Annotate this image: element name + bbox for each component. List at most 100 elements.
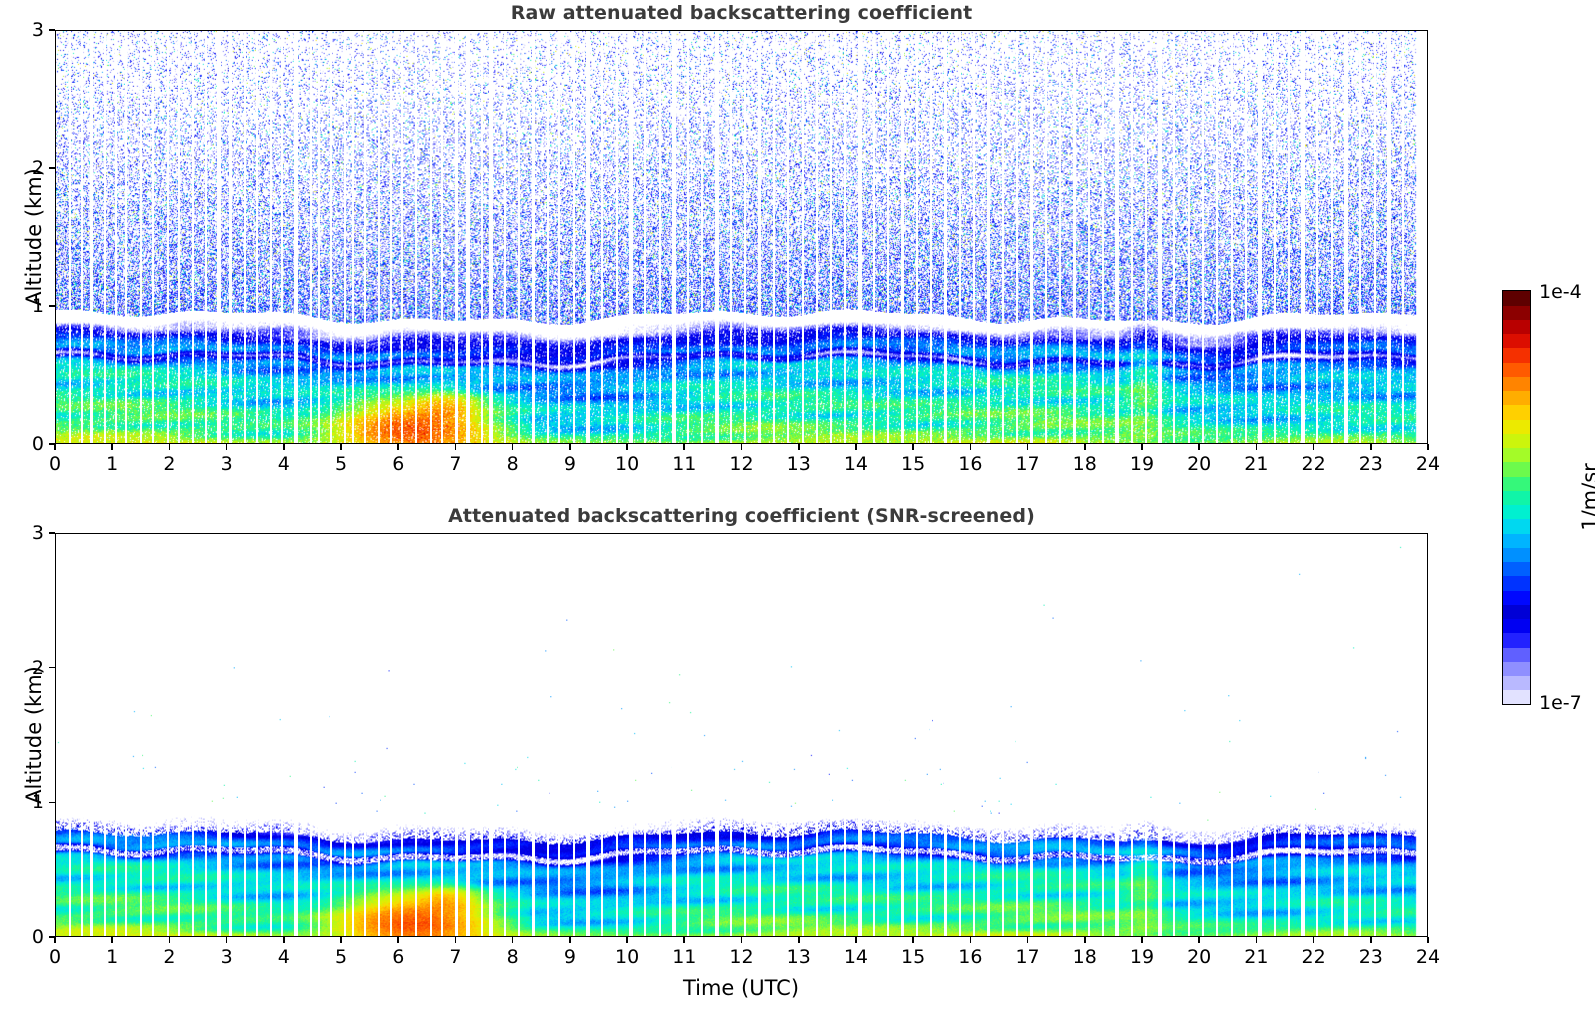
xtick-mark bbox=[1198, 937, 1200, 943]
data-gap-column bbox=[454, 31, 459, 443]
xtick-label: 1 bbox=[106, 946, 119, 968]
data-gap-column bbox=[531, 31, 536, 443]
colorbar-band bbox=[1503, 433, 1530, 449]
data-gap-column bbox=[915, 31, 918, 443]
xlabel-time: Time (UTC) bbox=[682, 976, 800, 1000]
data-gap-column bbox=[701, 31, 704, 443]
data-gap-column bbox=[1187, 31, 1190, 443]
data-gap-column bbox=[1202, 534, 1205, 936]
xtick-label: 22 bbox=[1301, 946, 1326, 968]
ytick-mark bbox=[49, 29, 55, 31]
xtick-mark bbox=[1026, 444, 1029, 450]
xtick-label: 17 bbox=[1015, 453, 1040, 475]
data-gap-column bbox=[857, 31, 862, 443]
data-gap-column bbox=[887, 534, 890, 936]
xtick-mark bbox=[454, 444, 457, 450]
data-gap-column bbox=[1244, 31, 1247, 443]
data-gap-column bbox=[873, 534, 876, 936]
data-gap-column bbox=[1359, 31, 1362, 443]
xtick-label: 10 bbox=[614, 453, 640, 475]
colorbar-backscatter[interactable] bbox=[1502, 290, 1531, 705]
xtick-mark bbox=[454, 937, 457, 943]
data-gap-column bbox=[518, 534, 521, 936]
data-gap-column bbox=[481, 534, 484, 936]
xtick-mark bbox=[683, 937, 686, 943]
data-gap-column bbox=[801, 31, 804, 443]
data-gap-column bbox=[1230, 31, 1233, 443]
xtick-mark bbox=[1083, 937, 1086, 943]
data-gap-column bbox=[644, 31, 647, 443]
data-gap-column bbox=[958, 534, 961, 936]
data-gap-column bbox=[454, 534, 459, 936]
xtick-mark bbox=[283, 444, 285, 450]
data-gap-column bbox=[629, 31, 633, 443]
data-gap-column bbox=[441, 534, 444, 936]
data-gap-column bbox=[280, 534, 283, 936]
xtick-label: 9 bbox=[563, 946, 576, 968]
xtick-mark bbox=[511, 937, 514, 943]
data-gap-column bbox=[204, 534, 207, 936]
xtick-label: 19 bbox=[1129, 453, 1155, 475]
data-gap-column bbox=[1173, 534, 1176, 936]
colorbar-band bbox=[1503, 604, 1530, 620]
xtick-label: 15 bbox=[901, 946, 926, 968]
data-gap-column bbox=[89, 31, 94, 443]
data-gap-column bbox=[1115, 31, 1119, 443]
xtick-label: 21 bbox=[1244, 946, 1269, 968]
data-gap-column bbox=[415, 31, 418, 443]
xtick-mark bbox=[1255, 444, 1258, 450]
data-gap-column bbox=[152, 534, 155, 936]
xtick-mark bbox=[1083, 444, 1086, 450]
data-gap-column bbox=[378, 534, 381, 936]
data-gap-column bbox=[958, 31, 961, 443]
data-gap-column bbox=[1173, 31, 1176, 443]
data-gap-column bbox=[1402, 31, 1405, 443]
data-gap-column bbox=[701, 534, 704, 936]
xtick-label: 13 bbox=[786, 946, 811, 968]
data-gap-column bbox=[1072, 31, 1077, 443]
xtick-label: 12 bbox=[729, 453, 754, 475]
data-gap-column bbox=[504, 31, 507, 443]
data-gap-column bbox=[1387, 534, 1391, 936]
data-gap-column bbox=[1273, 534, 1276, 936]
data-gap-column bbox=[401, 31, 404, 443]
data-gap-column bbox=[217, 534, 221, 936]
data-gap-column bbox=[1044, 31, 1047, 443]
data-gap-column bbox=[1316, 534, 1319, 936]
data-gap-column bbox=[546, 534, 549, 936]
xtick-label: 17 bbox=[1015, 946, 1040, 968]
data-gap-column bbox=[256, 534, 259, 936]
colorbar-band bbox=[1503, 333, 1530, 349]
data-gap-column bbox=[280, 31, 283, 443]
data-gap-column bbox=[243, 534, 246, 936]
xtick-label: 21 bbox=[1244, 453, 1269, 475]
data-gap-column bbox=[1287, 31, 1290, 443]
xtick-mark bbox=[1312, 937, 1315, 943]
data-gap-column bbox=[1187, 534, 1190, 936]
xtick-label: 20 bbox=[1187, 453, 1212, 475]
axes-raw-backscatter bbox=[55, 30, 1428, 444]
data-gap-column bbox=[1144, 31, 1147, 443]
data-gap-column bbox=[1101, 534, 1104, 936]
data-gap-column bbox=[1344, 534, 1348, 936]
xtick-mark bbox=[569, 444, 571, 450]
data-gap-column bbox=[217, 31, 221, 443]
data-gap-column bbox=[103, 534, 106, 936]
xtick-label: 14 bbox=[843, 946, 868, 968]
data-gap-column bbox=[429, 31, 432, 443]
data-gap-column bbox=[466, 31, 470, 443]
data-gap-column bbox=[1216, 31, 1219, 443]
data-gap-column bbox=[930, 534, 933, 936]
xtick-mark bbox=[1427, 444, 1429, 450]
xtick-mark bbox=[1026, 937, 1029, 943]
data-gap-column bbox=[343, 31, 346, 443]
xtick-label: 4 bbox=[277, 946, 290, 968]
data-gap-column bbox=[1258, 534, 1263, 936]
xtick-mark bbox=[225, 937, 228, 943]
data-gap-column bbox=[415, 534, 418, 936]
data-gap-column bbox=[744, 534, 747, 936]
data-gap-column bbox=[986, 31, 991, 443]
data-gap-column bbox=[714, 534, 719, 936]
data-gap-column bbox=[1001, 534, 1004, 936]
data-gap-column bbox=[389, 534, 392, 936]
